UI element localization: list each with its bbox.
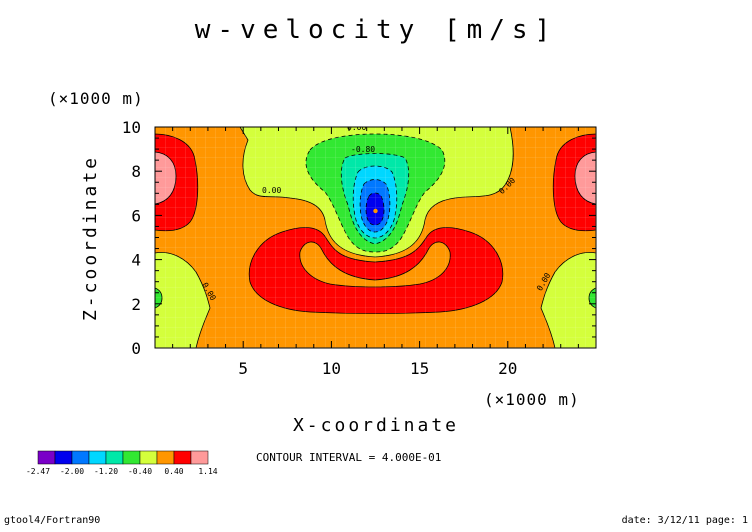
colorbar-label: -1.20 [94, 467, 118, 476]
y-tick-label: 8 [131, 162, 141, 181]
x-tick-label: 10 [322, 359, 341, 378]
x-tick-label: 15 [410, 359, 429, 378]
colorbar-swatch [156, 450, 175, 465]
y-axis-title: Z-coordinate [80, 155, 101, 321]
contour-label-left-mid: 0.00 [262, 186, 281, 195]
x-axis: 5 10 15 20 [172, 127, 579, 378]
y-unit-label: (×1000 m) [48, 89, 144, 108]
y-axis: 0 2 4 6 8 10 [122, 118, 596, 358]
y-tick-label: 10 [122, 118, 141, 137]
y-tick-label: 2 [131, 295, 141, 314]
y-tick-label: 4 [131, 251, 141, 270]
x-tick-label: 20 [498, 359, 517, 378]
footer-left: gtool4/Fortran90 [4, 515, 101, 526]
colorbar-swatch [173, 450, 192, 465]
x-unit-label: (×1000 m) [484, 390, 580, 409]
colorbar-swatch [122, 450, 141, 465]
contour-field: 0.00 -0.80 0.00 0.00 0.00 0.00 [155, 123, 596, 348]
colorbar-swatch [105, 450, 124, 465]
colorbar-label: -2.00 [60, 467, 84, 476]
colorbar-swatch [71, 450, 90, 465]
colorbar-swatch [54, 450, 73, 465]
colorbar-label: -2.47 [26, 467, 50, 476]
minimum-marker [373, 208, 378, 214]
contour-label-minus080: -0.80 [351, 145, 375, 154]
colorbar-label: 0.40 [164, 467, 183, 476]
y-tick-label: 6 [131, 206, 141, 225]
x-axis-title: X-coordinate [293, 415, 459, 436]
chart-title: w-velocity [m/s] [195, 15, 557, 45]
contour-label-top: 0.00 [347, 123, 366, 132]
colorbar-label: 1.14 [198, 467, 217, 476]
footer-right: date: 3/12/11 page: 1 [621, 515, 748, 526]
grid-overlay [155, 127, 596, 348]
contour-interval: CONTOUR INTERVAL = 4.000E-01 [256, 451, 441, 464]
colorbar-swatch [139, 450, 158, 465]
colorbar: -2.47 -2.00 -1.20 -0.40 0.40 1.14 [26, 208, 378, 476]
y-tick-label: 0 [131, 339, 141, 358]
colorbar-swatch [88, 450, 107, 465]
colorbar-label: -0.40 [128, 467, 152, 476]
x-tick-label: 5 [238, 359, 248, 378]
colorbar-swatch [37, 450, 56, 465]
colorbar-swatch [190, 450, 209, 465]
